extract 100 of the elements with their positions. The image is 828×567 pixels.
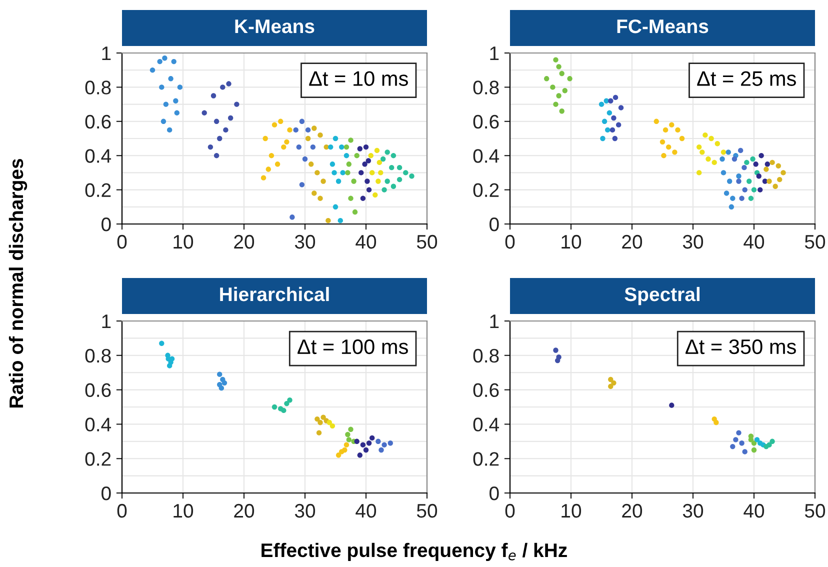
point [345,170,350,176]
point [611,380,616,386]
point [354,438,360,444]
point [660,139,666,145]
point [296,144,302,150]
point [669,122,674,128]
point [556,64,562,70]
point [305,136,311,142]
point [708,136,714,142]
point [608,384,614,389]
point [754,437,760,442]
y-tick-label: 0.8 [85,80,111,94]
point [758,187,763,192]
y-tick-label: 0 [490,217,499,232]
x-tick-label: 40 [744,234,764,249]
point [314,170,320,176]
y-axis-title: Ratio of normal discharges [8,158,28,408]
point [344,153,350,158]
point [202,110,207,116]
point [352,209,358,215]
point [616,122,622,128]
point [314,416,320,422]
point [669,402,674,408]
point [727,178,732,184]
point [160,118,166,124]
point [608,98,614,104]
point [157,58,162,64]
point [675,127,680,133]
point [208,144,214,150]
point [714,420,719,426]
y-tick-label: 0.8 [473,348,499,363]
point [366,440,372,446]
point [777,176,782,182]
point [388,440,393,446]
point [302,156,308,162]
point [600,136,606,142]
point [544,76,550,82]
point [363,144,369,150]
point [284,400,290,406]
point [217,136,222,142]
point [260,175,266,180]
point [696,144,702,150]
point [159,84,164,90]
point [214,153,220,158]
y-tick-label: 0.8 [85,348,111,363]
point [720,150,726,155]
point [746,178,752,184]
point [728,204,734,210]
point [366,187,372,192]
point [332,170,337,176]
point [382,442,387,448]
x-tick-label: 0 [505,504,515,518]
point [346,162,352,167]
point [336,452,342,458]
x-tick-label: 10 [562,234,582,249]
point [700,150,705,155]
x-tick-label: 30 [294,504,316,518]
x-tick-label: 30 [682,504,704,518]
point [736,174,742,179]
y-tick-label: 1 [102,314,111,328]
point [766,178,772,184]
point [344,144,350,150]
y-tick-label: 0.6 [85,114,111,129]
point [553,102,558,107]
point [766,442,772,448]
point [330,162,336,167]
point [348,138,354,143]
point [372,192,378,198]
point [376,438,381,444]
point [332,204,338,210]
point [559,108,564,114]
x-tick-label: 10 [562,504,582,518]
point [751,187,757,192]
point [344,442,350,448]
point [389,164,394,170]
y-tick-label: 0 [102,486,111,500]
point [679,136,685,142]
point [362,162,368,167]
point [696,170,702,176]
point [348,426,354,432]
y-tick-label: 0.2 [473,452,499,466]
point [559,70,564,76]
point [320,178,326,184]
point [748,196,754,201]
point [403,170,408,176]
point [299,182,305,188]
point [744,160,750,166]
y-tick-label: 0.6 [473,114,499,129]
point [234,102,240,107]
point [720,156,725,162]
point [409,174,414,179]
point [214,118,220,124]
point [268,153,274,158]
y-tick-label: 0.4 [85,418,112,432]
point [742,164,747,170]
annotation: Δt = 10 ms [309,71,408,86]
point [162,56,168,61]
point [608,376,614,382]
point [776,163,781,168]
point [177,84,183,90]
